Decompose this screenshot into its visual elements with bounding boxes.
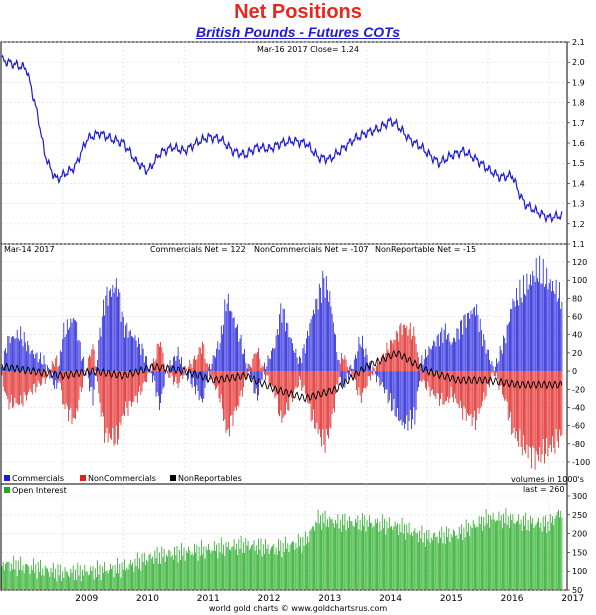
price-tick-label: 1.2 [572,220,585,229]
net-tick-label: -20 [572,385,585,394]
year-label: 2009 [75,594,98,604]
price-tick-label: 1.1 [572,240,585,249]
year-label: 2016 [501,594,524,604]
year-label: 2014 [379,594,402,604]
volume-note: volumes in 1000's [511,475,584,484]
footer-credit: world gold charts © www.goldchartsrus.co… [209,604,387,613]
price-tick-label: 2.1 [572,38,585,47]
year-label: 2015 [440,594,463,604]
year-label: 2010 [136,594,159,604]
price-tick-label: 1.9 [572,78,585,87]
net-header-date: Mar-14 2017 [4,245,55,254]
oi-last-value: last = 260 [523,485,565,494]
legend-noncommercials: NonCommercials [88,474,156,483]
net-header-commercials: Commercials Net = 122 [150,245,246,254]
year-label: 2012 [258,594,281,604]
net-tick-label: -60 [572,422,585,431]
price-tick-label: 1.8 [572,99,585,108]
chart-subtitle: British Pounds - Futures COTs [195,24,401,40]
net-tick-label: -100 [572,458,590,467]
year-label: 2011 [197,594,220,604]
legend-nonreportables: NonReportables [178,474,242,483]
nonreportables-line [1,349,563,403]
price-tick-label: 1.4 [572,179,585,188]
price-tick-label: 1.5 [572,159,585,168]
net-header-nonreportable: NonReportable Net = -15 [375,245,476,254]
net-tick-label: 120 [572,258,587,267]
net-tick-label: 40 [572,331,582,340]
legend-commercials: Commercials [12,474,64,483]
oi-tick-label: 300 [572,492,587,501]
oi-tick-label: 50 [572,586,582,595]
price-tick-label: 1.6 [572,139,585,148]
net-tick-label: 20 [572,349,582,358]
net-tick-label: 60 [572,313,582,322]
price-tick-label: 1.7 [572,119,585,128]
legend-swatch-open-interest [4,487,10,493]
net-tick-label: 0 [572,367,577,376]
chart-title: Net Positions [234,1,362,23]
legend-swatch-nonreportables [170,475,176,481]
oi-tick-label: 200 [572,530,587,539]
price-tick-label: 1.3 [572,200,585,209]
oi-tick-label: 100 [572,567,587,576]
price-tick-label: 2.0 [572,58,585,67]
legend-swatch-commercials [4,475,10,481]
oi-tick-label: 250 [572,511,587,520]
oi-tick-label: 150 [572,548,587,557]
year-label: 2013 [318,594,341,604]
net-tick-label: 80 [572,294,582,303]
price-series-line [1,54,563,224]
net-tick-label: -80 [572,440,585,449]
legend-open-interest: Open Interest [12,486,67,495]
year-label: 2017 [561,594,584,604]
net-tick-label: 100 [572,276,587,285]
net-tick-label: -40 [572,403,585,412]
legend-swatch-noncommercials [80,475,86,481]
price-header: Mar-16 2017 Close= 1.24 [257,45,359,54]
net-header-noncommercials: NonCommercials Net = -107 [254,245,369,254]
